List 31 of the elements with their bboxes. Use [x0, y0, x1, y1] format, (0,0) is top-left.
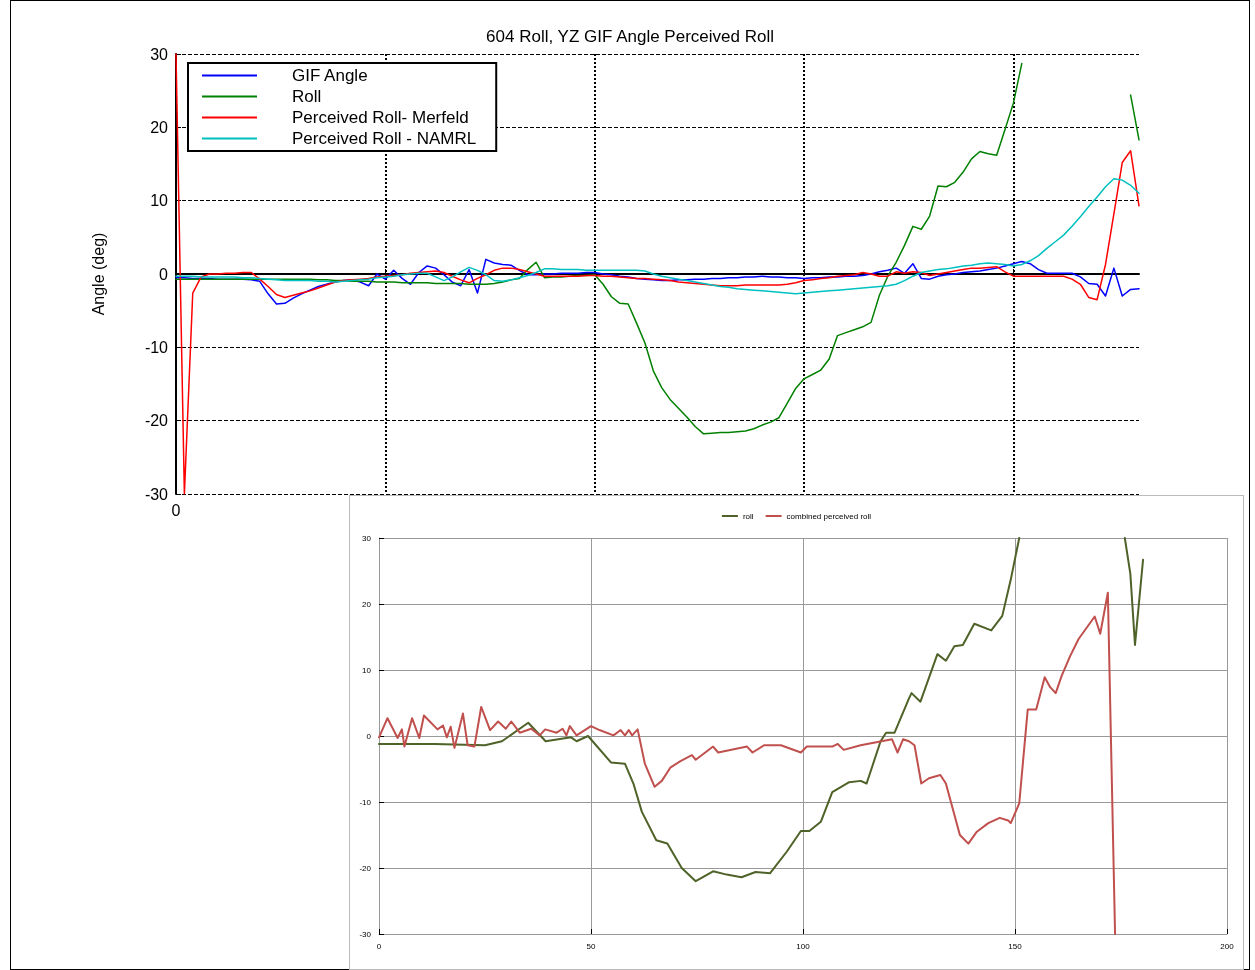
x-tick-label: 100	[796, 941, 811, 951]
line-series	[175, 258, 1140, 305]
y-tick-label: 30	[150, 45, 169, 63]
y-axis-title: Angle (deg)	[89, 232, 107, 316]
chart-title: 604 Roll, YZ GIF Angle Perceived Roll	[486, 27, 774, 46]
y-tick-label: 10	[362, 665, 372, 675]
y-tick-label: -20	[144, 412, 169, 430]
legend-label: Perceived Roll- Merfeld	[292, 108, 469, 127]
legend-label: Perceived Roll - NAMRL	[292, 129, 477, 148]
x-tick-label: 50	[586, 941, 596, 951]
line-series	[378, 591, 1117, 935]
y-tick-label: 0	[366, 731, 372, 741]
y-tick-label: 0	[159, 265, 169, 283]
x-tick-label: 0	[376, 941, 382, 951]
y-tick-label: -20	[359, 863, 372, 873]
y-tick-label: -10	[144, 338, 169, 356]
x-tick-label: 150	[1008, 941, 1023, 951]
y-tick-label: -10	[359, 797, 372, 807]
y-tick-label: -30	[144, 485, 169, 503]
y-tick-label: 20	[150, 118, 169, 136]
legend-label: GIF Angle	[292, 66, 368, 85]
legend-label: combined perceived roll	[786, 511, 872, 521]
y-tick-label: 30	[362, 533, 372, 543]
y-tick-label: -30	[359, 929, 372, 939]
legend-label: Roll	[292, 87, 322, 106]
line-series	[175, 177, 1140, 295]
line-series	[175, 53, 1140, 495]
legend-label: roll	[742, 511, 754, 521]
y-tick-label: 10	[150, 192, 169, 210]
x-tick-label: 200	[1220, 941, 1235, 951]
y-tick-label: 20	[362, 599, 372, 609]
